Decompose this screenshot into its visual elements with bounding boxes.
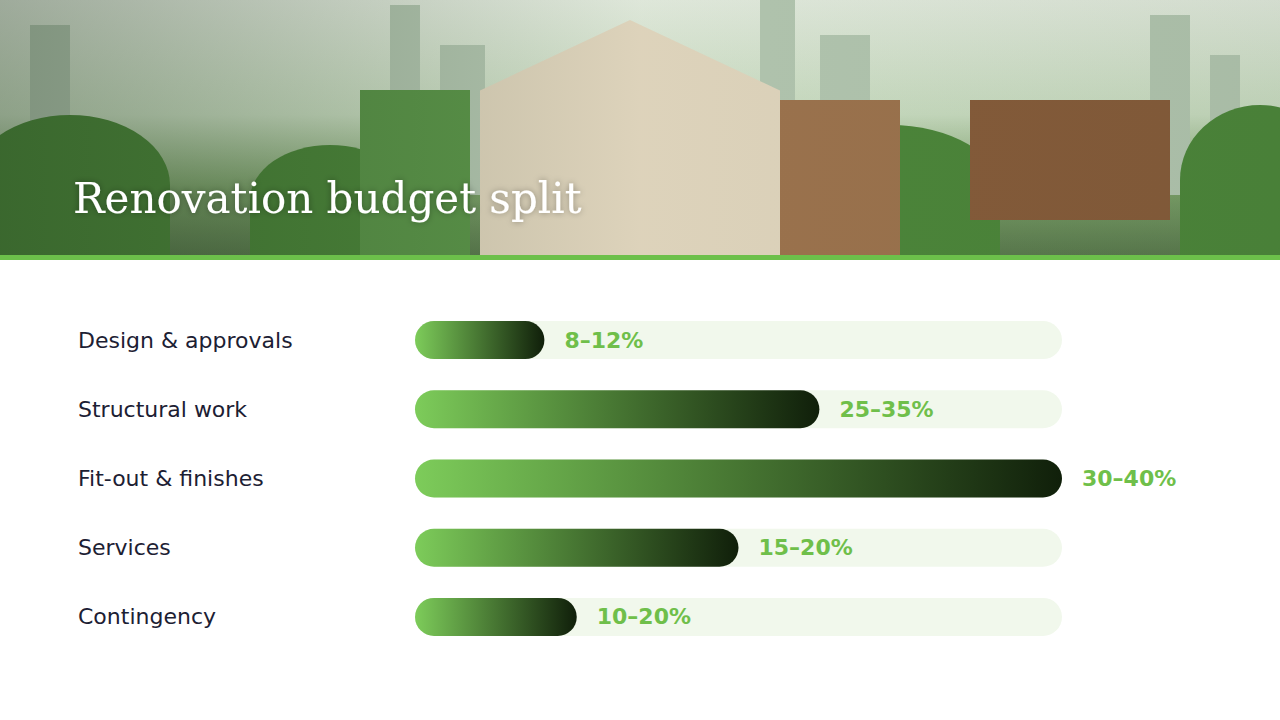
svg-text:30–40%: 30–40% xyxy=(1082,466,1176,491)
svg-text:15–20%: 15–20% xyxy=(759,535,853,560)
svg-text:Design & approvals: Design & approvals xyxy=(78,328,293,353)
svg-text:8–12%: 8–12% xyxy=(564,328,643,353)
svg-text:Structural work: Structural work xyxy=(78,397,247,422)
svg-text:Fit-out & finishes: Fit-out & finishes xyxy=(78,466,264,491)
svg-text:Services: Services xyxy=(78,535,171,560)
svg-text:Renovation budget split: Renovation budget split xyxy=(73,174,582,223)
svg-text:10–20%: 10–20% xyxy=(597,604,691,629)
svg-text:25–35%: 25–35% xyxy=(839,397,933,422)
svg-text:Contingency: Contingency xyxy=(78,604,216,629)
